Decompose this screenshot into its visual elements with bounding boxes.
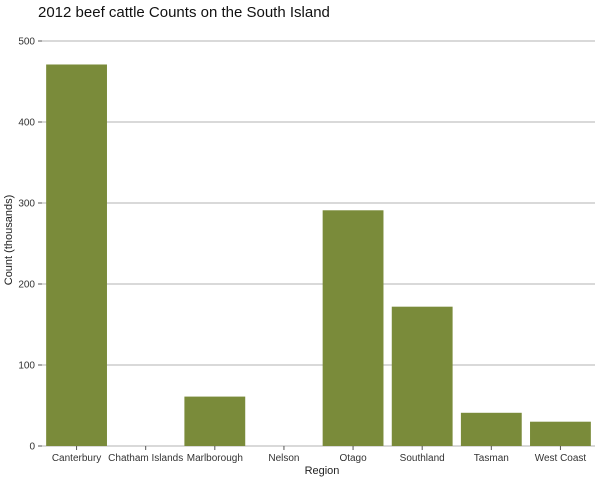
x-tick-label: Nelson [268, 453, 299, 464]
x-tick-label: Marlborough [187, 453, 243, 464]
bar-otago [322, 210, 384, 446]
bar-southland [391, 306, 453, 446]
x-axis-ticks: Canterbury Chatham Islands Marlborough Nels… [52, 446, 587, 464]
y-tick-label: 500 [18, 37, 35, 48]
y-axis-ticks: 0 100 200 300 400 500 [18, 37, 42, 453]
y-tick-label: 0 [29, 442, 35, 453]
x-tick-label: Southland [400, 453, 445, 464]
bar-canterbury [46, 64, 107, 447]
bars [46, 64, 591, 447]
y-tick-label: 100 [18, 361, 35, 372]
x-tick-label: West Coast [535, 453, 587, 464]
y-axis-title: Count (thousands) [3, 195, 15, 286]
y-tick-label: 300 [18, 199, 35, 210]
bar-tasman [460, 412, 522, 446]
x-tick-label: Tasman [474, 453, 509, 464]
grid-lines [42, 40, 595, 447]
x-tick-label: Canterbury [52, 453, 101, 464]
bar-west-coast [530, 421, 591, 446]
bar-marlborough [184, 396, 246, 446]
y-tick-label: 400 [18, 118, 35, 129]
x-axis-title: Region [305, 465, 340, 477]
chart-title: 2012 beef cattle Counts on the South Isl… [38, 4, 330, 21]
y-tick-label: 200 [18, 280, 35, 291]
x-tick-label: Otago [339, 453, 367, 464]
x-tick-label: Chatham Islands [108, 453, 183, 464]
